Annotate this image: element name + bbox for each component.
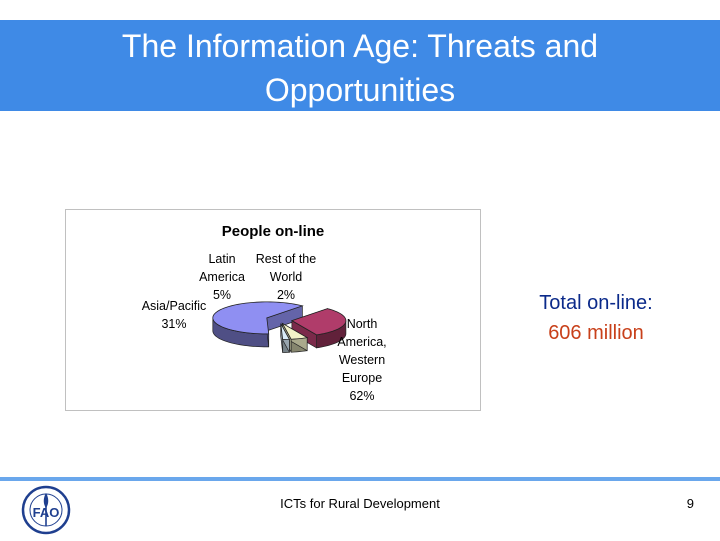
slice-label-2: Latin America 5%	[199, 252, 245, 302]
pie-slice-1	[290, 308, 347, 349]
fao-logo-svg: FAO	[21, 485, 71, 535]
total-online-label: Total on-line:	[539, 292, 653, 314]
slice-label-0: North America, Western Europe 62%	[337, 317, 386, 403]
page-number: 9	[686, 496, 694, 511]
slide-title-line-2: Opportunities	[264, 72, 456, 108]
pie-chart-svg: People on-line North America, Western Europe…	[142, 223, 387, 403]
total-online-value: 606 million	[548, 322, 644, 344]
fao-logo-icon: FAO	[20, 484, 72, 541]
chart-title: People on-line	[222, 223, 325, 240]
slice-label-3: Rest of the World 2%	[256, 252, 316, 302]
slice-label-1: Asia/Pacific 31%	[142, 299, 207, 331]
title-bar: The Information Age: Threats and Opportu…	[0, 20, 720, 111]
slide-title-line-1: The Information Age: Threats and	[121, 28, 599, 64]
pie-chart: People on-line North America, Western Europe…	[65, 209, 481, 411]
footer-text: ICTs for Rural Development	[280, 496, 440, 511]
pie-slice-0	[212, 301, 304, 348]
pie-slice-3	[280, 323, 291, 353]
total-online-callout: Total on-line: 606 million	[500, 288, 692, 348]
footer-rule	[0, 477, 720, 481]
svg-text:FAO: FAO	[33, 505, 60, 520]
